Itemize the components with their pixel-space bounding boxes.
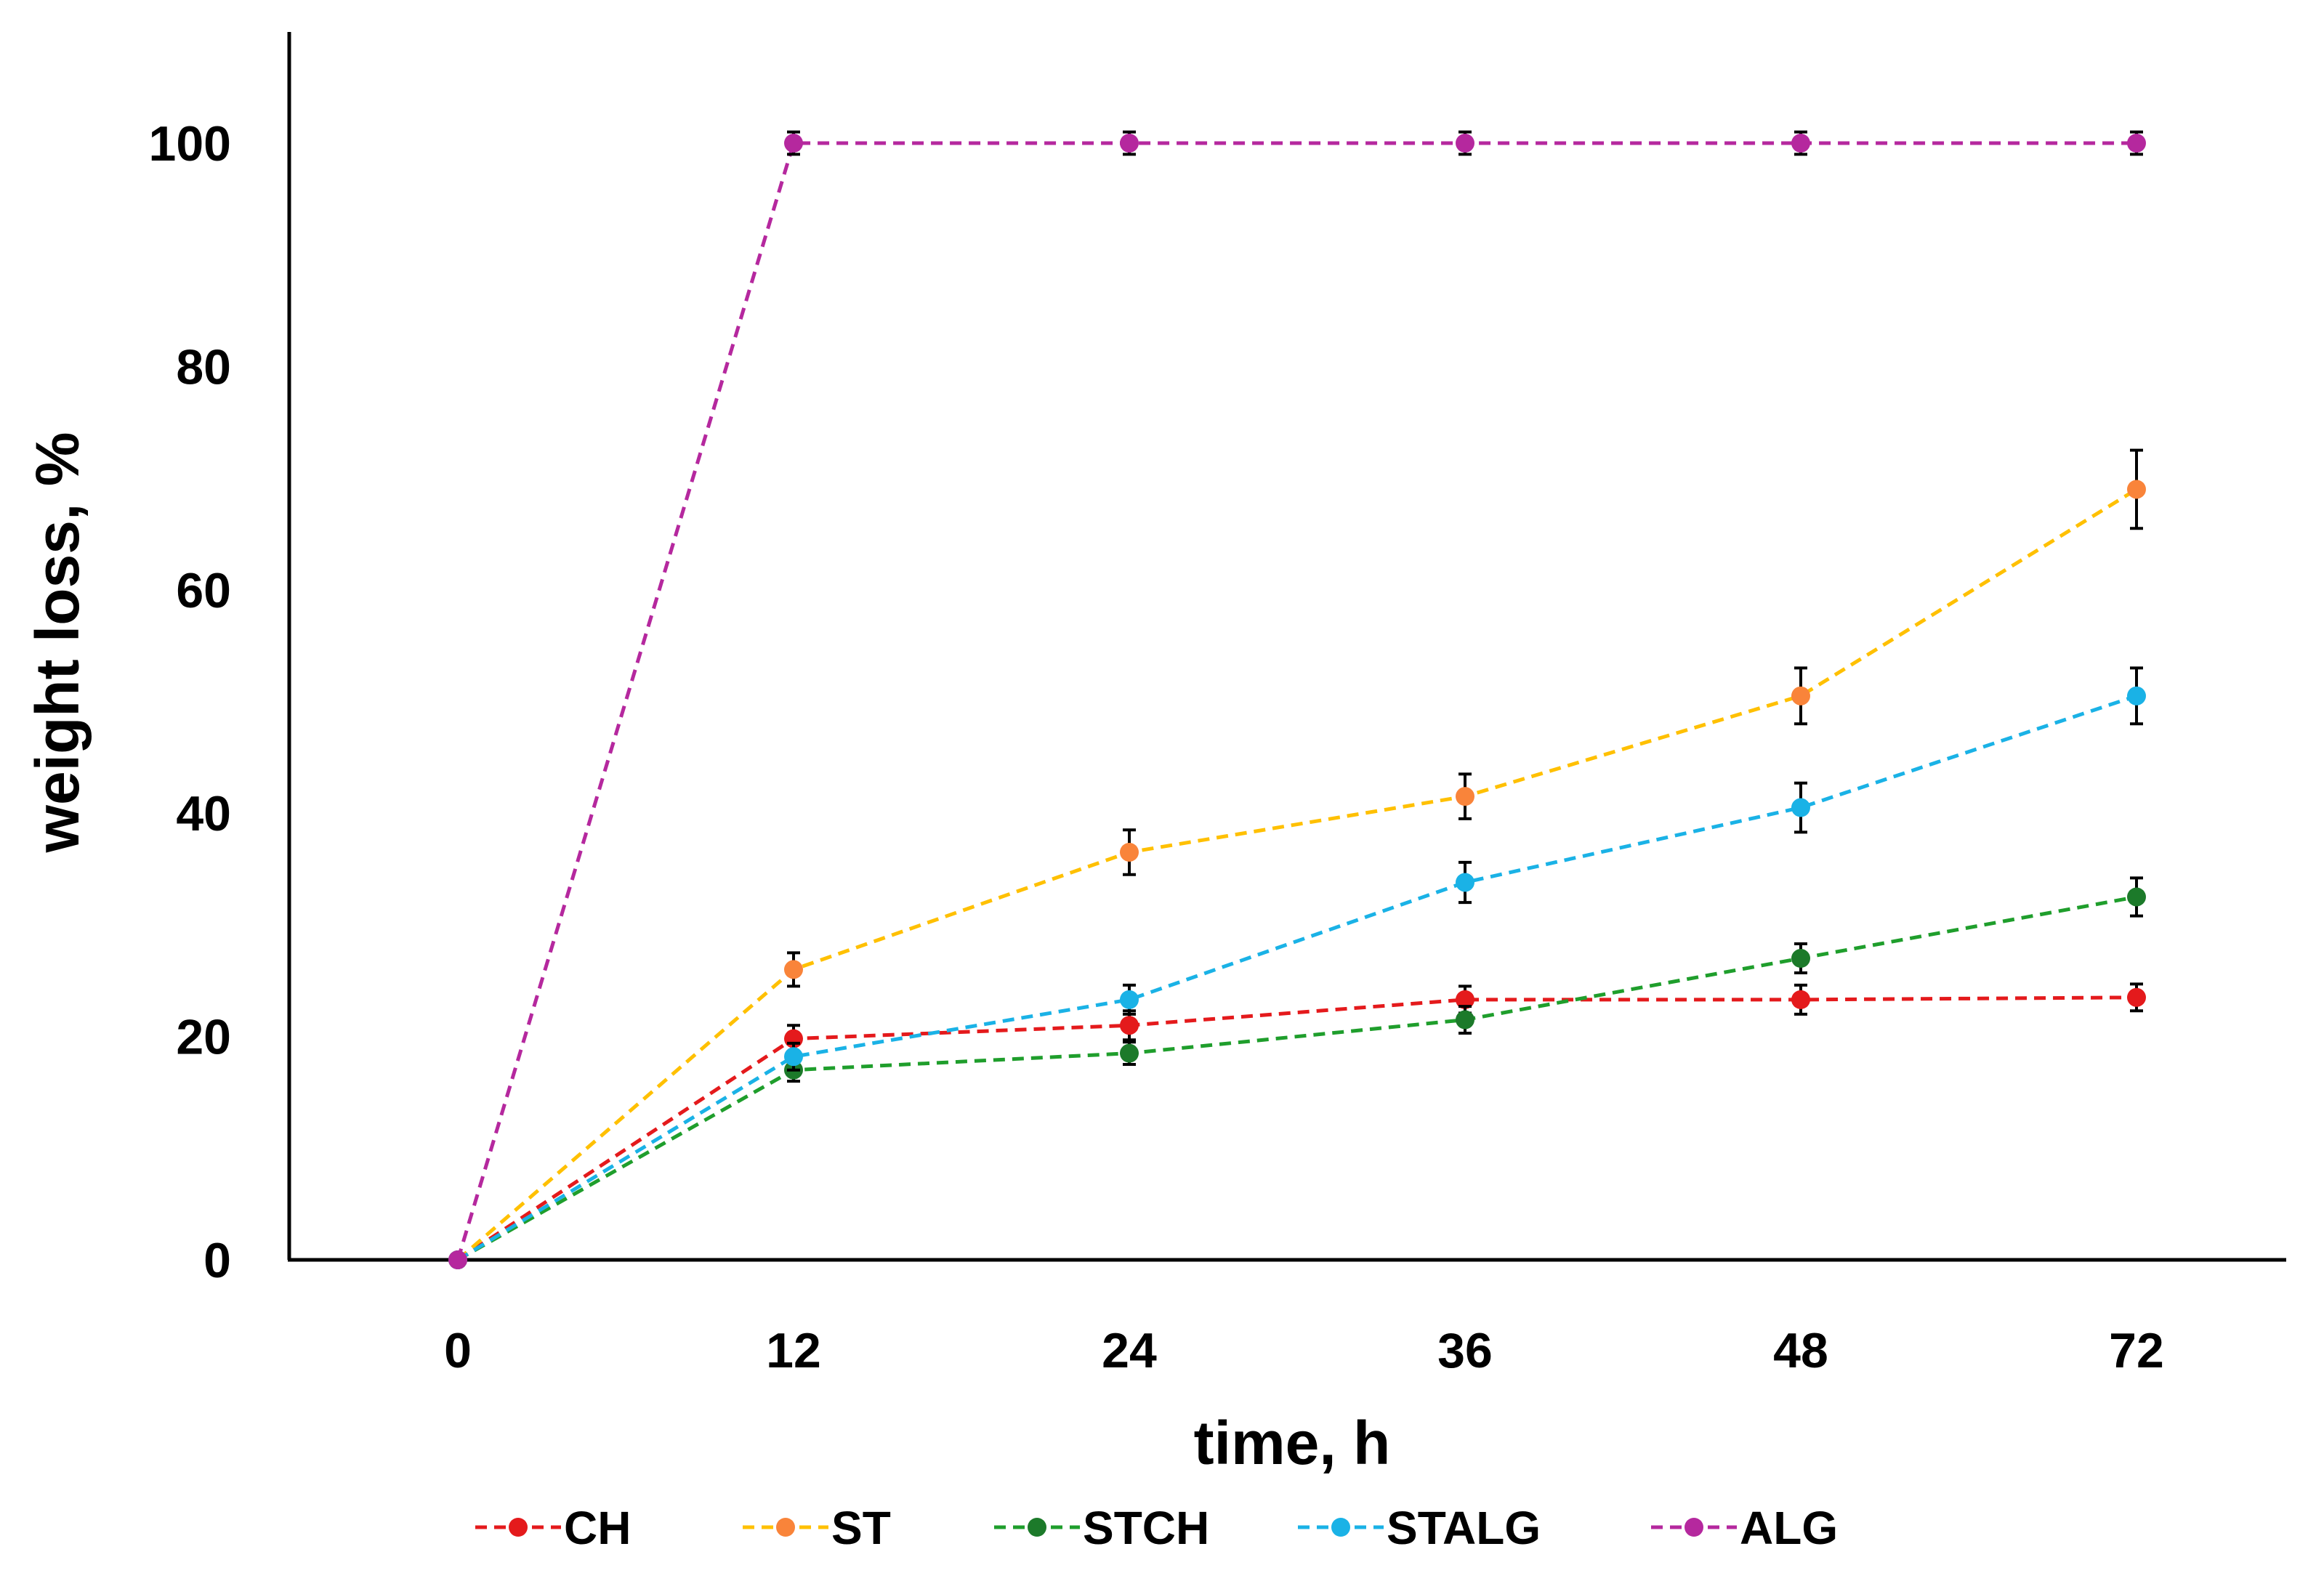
series-line: [456, 141, 2137, 1261]
series-alg: [448, 130, 2146, 1269]
series-stch: [448, 876, 2146, 1269]
y-tick-label: 40: [176, 786, 231, 841]
data-point: [784, 134, 803, 153]
axes: [287, 32, 2286, 1262]
x-tick-label: 36: [1437, 1323, 1493, 1378]
legend-item-st: ST: [743, 1502, 891, 1554]
series-line: [456, 488, 2138, 1261]
legend-item-ch: CH: [475, 1502, 631, 1554]
legend-label: ST: [831, 1502, 891, 1554]
data-point: [784, 1047, 803, 1067]
legend-marker: [1028, 1518, 1046, 1537]
data-point: [1120, 1043, 1139, 1063]
legend-label: STCH: [1083, 1502, 1209, 1554]
y-tick-label: 20: [176, 1010, 231, 1065]
data-point: [1456, 873, 1474, 892]
y-tick-label: 100: [149, 116, 231, 171]
data-point: [2127, 686, 2146, 705]
data-point: [1456, 990, 1474, 1009]
legend-label: STALG: [1387, 1502, 1541, 1554]
legend-marker: [776, 1518, 795, 1537]
series-group: [448, 130, 2146, 1269]
series-ch: [448, 982, 2146, 1269]
data-point: [1456, 787, 1474, 806]
data-point: [1456, 1010, 1474, 1030]
data-point: [1120, 1016, 1139, 1035]
legend-marker: [509, 1518, 528, 1537]
legend: CH ST STCH STALG ALG: [475, 1502, 1838, 1554]
data-point: [1120, 842, 1139, 862]
legend-item-alg: ALG: [1651, 1502, 1838, 1554]
legend-label: CH: [564, 1502, 631, 1554]
data-point: [1791, 990, 1810, 1009]
x-tick-label: 12: [766, 1323, 821, 1378]
data-point: [1791, 134, 1810, 153]
y-tick-label: 60: [176, 563, 231, 618]
legend-marker: [1685, 1518, 1703, 1537]
data-point: [1456, 134, 1474, 153]
x-tick-label: 24: [1102, 1323, 1157, 1378]
tick-labels: 0 20 40 60 80 100 0 12 24 36 48 72: [149, 116, 2164, 1378]
data-point: [784, 960, 803, 979]
x-tick-label: 48: [1773, 1323, 1828, 1378]
data-point: [1120, 990, 1139, 1009]
y-axis-title: weight loss, %: [23, 432, 92, 854]
data-point: [1791, 798, 1810, 817]
data-point: [2127, 987, 2146, 1007]
data-point: [1791, 949, 1810, 969]
series-line: [456, 694, 2137, 1262]
legend-label: ALG: [1740, 1502, 1838, 1554]
series-line: [456, 895, 2137, 1262]
legend-marker: [1331, 1518, 1350, 1537]
x-tick-label: 72: [2109, 1323, 2164, 1378]
data-point: [2127, 134, 2146, 153]
data-point: [2127, 887, 2146, 907]
data-point: [1791, 686, 1810, 705]
legend-item-stalg: STALG: [1298, 1502, 1541, 1554]
data-point: [1120, 134, 1139, 153]
y-tick-label: 80: [176, 339, 231, 395]
series-line: [456, 995, 2137, 1262]
legend-item-stch: STCH: [994, 1502, 1209, 1554]
data-point: [448, 1250, 467, 1269]
y-tick-label: 0: [203, 1233, 231, 1288]
series-stalg: [448, 666, 2146, 1269]
x-axis-title: time, h: [1194, 1409, 1391, 1477]
series-st: [448, 448, 2146, 1269]
x-tick-label: 0: [444, 1323, 472, 1378]
data-point: [2127, 480, 2146, 499]
